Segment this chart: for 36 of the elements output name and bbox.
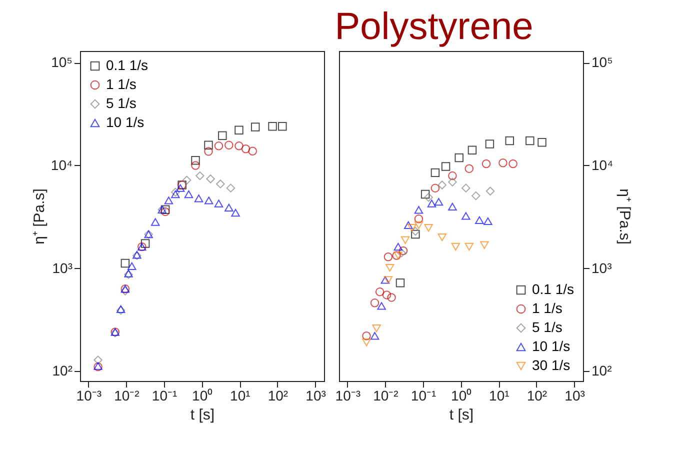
legend-label: 0.1 1/s xyxy=(532,281,574,297)
y-tick-label: 10⁵ xyxy=(592,54,613,70)
legend-label: 30 1/s xyxy=(532,357,570,373)
x-tick-label: 10⁻¹ xyxy=(152,388,178,404)
y-axis-title: η⁺ [Pa.s] xyxy=(616,188,634,244)
x-axis-title: t [s] xyxy=(190,406,215,424)
x-tick-label: 10³ xyxy=(564,388,586,404)
y-tick-label: 10³ xyxy=(592,260,612,276)
legend-label: 10 1/s xyxy=(106,114,144,130)
y-tick-label: 10² xyxy=(592,362,612,379)
legend-label: 1 1/s xyxy=(532,300,562,316)
y-tick-label: 10² xyxy=(52,362,73,379)
legend-label: 0.1 1/s xyxy=(106,57,148,73)
x-tick-label: 10⁻³ xyxy=(335,388,361,404)
x-tick-label: 10⁰ xyxy=(451,388,472,404)
y-tick-label: 10³ xyxy=(52,260,73,276)
x-tick-label: 10³ xyxy=(306,388,326,404)
x-tick-label: 10⁻² xyxy=(114,388,140,404)
legend-label: 10 1/s xyxy=(532,338,570,354)
x-tick-label: 10⁰ xyxy=(192,388,213,404)
chart-title: Polystyrene xyxy=(334,6,534,48)
x-tick-label: 10⁻² xyxy=(373,388,399,404)
x-tick-label: 10⁻³ xyxy=(76,388,102,404)
legend-label: 1 1/s xyxy=(106,76,136,92)
x-tick-label: 10² xyxy=(526,388,548,404)
y-tick-label: 10⁴ xyxy=(592,156,614,173)
x-tick-label: 10¹ xyxy=(230,388,251,404)
y-tick-label: 10⁵ xyxy=(51,54,72,70)
x-tick-label: 10² xyxy=(268,388,288,404)
legend-label: 5 1/s xyxy=(532,319,562,335)
x-tick-label: 10⁻¹ xyxy=(410,388,436,404)
y-axis-title: η⁺ [Pa.s] xyxy=(30,188,48,244)
legend-label: 5 1/s xyxy=(106,95,136,111)
x-axis-title: t [s] xyxy=(449,406,474,424)
y-tick-label: 10⁴ xyxy=(50,156,72,173)
x-tick-label: 10¹ xyxy=(489,388,510,404)
